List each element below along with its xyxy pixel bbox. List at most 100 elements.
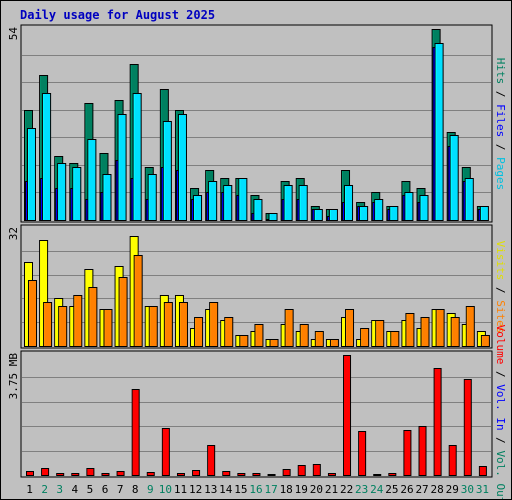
bar-volume-day-5	[86, 468, 95, 476]
x-tick-label: 31	[476, 483, 489, 496]
bar-sites-day-13	[209, 302, 219, 347]
legend-part: /	[494, 431, 507, 451]
bar-volume-day-12	[192, 470, 201, 476]
bar-pages-day-23	[359, 206, 369, 221]
bar-sites-day-16	[254, 324, 264, 347]
bar-volume-day-31	[478, 466, 487, 476]
bar-pages-day-17	[268, 213, 278, 221]
bar-pages-day-31	[479, 206, 489, 221]
legend-part: /	[494, 84, 507, 104]
bar-sites-day-18	[284, 309, 294, 347]
legend-part: Pages	[494, 157, 507, 190]
x-tick-label: 18	[280, 483, 293, 496]
x-tick-label: 20	[310, 483, 323, 496]
bar-sites-day-14	[224, 317, 234, 347]
bar-sites-day-23	[360, 328, 370, 347]
x-tick-label: 23	[355, 483, 368, 496]
x-tick-label: 16	[249, 483, 262, 496]
legend-part: Hits	[494, 58, 507, 85]
legend-part: Vol. Out	[494, 450, 507, 500]
bar-pages-day-21	[328, 209, 338, 221]
legend-part: Sites	[494, 300, 507, 333]
bar-sites-day-17	[269, 339, 279, 347]
x-tick-label: 4	[72, 483, 79, 496]
x-tick-label: 14	[219, 483, 233, 496]
bar-sites-day-6	[103, 309, 113, 347]
bar-pages-day-18	[283, 185, 293, 221]
bar-sites-day-22	[345, 309, 355, 347]
bar-volume-day-19	[297, 465, 306, 476]
bar-pages-day-15	[238, 178, 248, 221]
bar-pages-day-16	[253, 199, 263, 221]
bar-pages-day-30	[464, 178, 474, 221]
bar-volume-day-30	[463, 379, 472, 476]
x-tick-label: 30	[461, 483, 474, 496]
x-tick-label: 27	[415, 483, 428, 496]
x-tick-label: 6	[102, 483, 109, 496]
bar-volume-day-28	[433, 368, 442, 476]
bar-pages-day-2	[42, 93, 52, 221]
bar-volume-day-24	[373, 474, 382, 476]
bar-volume-day-29	[448, 445, 457, 476]
bar-sites-day-7	[118, 277, 128, 347]
panel-mid: 32 Visits / Sites	[7, 224, 507, 349]
bar-volume-day-8	[131, 389, 140, 476]
bar-volume-day-22	[343, 355, 352, 476]
bar-sites-day-3	[58, 306, 68, 347]
bar-sites-day-1	[28, 280, 37, 347]
bar-pages-day-19	[298, 185, 308, 221]
bar-volume-day-10	[161, 428, 170, 476]
bar-sites-day-15	[239, 335, 249, 347]
bar-sites-day-12	[194, 317, 204, 347]
x-tick-label: 15	[234, 483, 247, 496]
bar-volume-day-27	[418, 426, 427, 476]
bar-sites-day-24	[375, 320, 385, 347]
bar-pages-day-10	[162, 121, 172, 221]
bar-pages-day-4	[72, 167, 82, 221]
bar-volume-day-6	[101, 473, 110, 476]
x-tick-label: 11	[174, 483, 187, 496]
bar-sites-day-25	[390, 331, 400, 347]
bar-pages-day-13	[208, 181, 218, 221]
series-legend: Hits / Files / Pages	[494, 58, 507, 191]
bar-sites-day-28	[435, 309, 445, 347]
bar-pages-day-9	[147, 174, 157, 221]
chart-title: Daily usage for August 2025	[20, 8, 215, 22]
legend-part: Visits	[494, 241, 507, 281]
x-tick-label: 10	[159, 483, 172, 496]
x-tick-label: 28	[431, 483, 444, 496]
bar-sites-day-10	[163, 302, 173, 347]
bar-volume-day-25	[388, 473, 397, 476]
x-tick-label: 17	[264, 483, 277, 496]
series-legend: Visits / Sites	[494, 241, 507, 334]
x-tick-label: 3	[56, 483, 63, 496]
x-tick-label: 29	[446, 483, 459, 496]
legend-part: /	[494, 280, 507, 300]
bar-pages-day-14	[223, 185, 233, 221]
bar-pages-day-29	[449, 135, 459, 221]
bar-volume-day-1	[26, 471, 34, 476]
bar-sites-day-30	[465, 306, 475, 347]
bar-pages-day-8	[132, 93, 142, 221]
bar-volume-day-15	[237, 473, 246, 476]
bar-volume-day-18	[282, 469, 291, 476]
legend-part: Volume	[494, 325, 507, 365]
bar-pages-day-5	[87, 139, 97, 221]
x-tick-label: 26	[400, 483, 413, 496]
bar-pages-day-12	[193, 195, 203, 221]
x-tick-label: 22	[340, 483, 353, 496]
bar-pages-day-20	[313, 209, 323, 221]
bar-volume-day-20	[312, 464, 321, 476]
panel-bot: 3.75 MB Volume / Vol. In / Vol. Out	[7, 325, 507, 500]
panel-top: 54 Hits / Files / Pages	[7, 24, 507, 223]
bar-pages-day-25	[389, 206, 399, 221]
bar-pages-day-7	[117, 114, 127, 221]
x-tick-label: 12	[189, 483, 202, 496]
bar-volume-day-9	[146, 472, 155, 476]
bar-volume-day-4	[71, 473, 80, 476]
bar-pages-day-6	[102, 174, 112, 221]
bar-pages-day-26	[404, 192, 414, 221]
bar-volume-day-14	[222, 471, 231, 476]
